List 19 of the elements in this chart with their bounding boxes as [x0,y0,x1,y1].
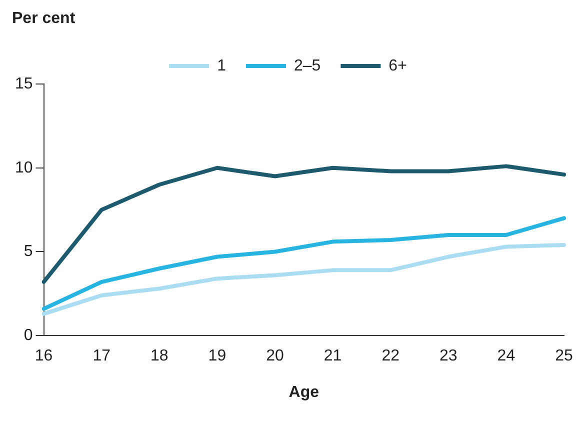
x-tick-label: 20 [266,348,284,365]
y-tick-label: 10 [15,159,33,176]
x-tick-label: 19 [208,348,226,365]
x-tick-label: 23 [440,348,458,365]
legend-label: 1 [217,57,226,74]
y-tick-label: 5 [24,243,33,260]
x-axis-title: Age [288,384,320,401]
y-tick-label: 0 [24,327,33,344]
x-tick-label: 16 [34,348,53,365]
x-tick-label: 17 [92,348,111,365]
legend-label: 6+ [388,57,407,74]
x-tick-label: 24 [497,348,516,365]
x-tick-label: 21 [324,348,342,365]
y-axis-title: Per cent [12,10,76,28]
x-tick-label: 22 [382,348,400,365]
legend-label: 2–5 [294,57,321,74]
x-tick-label: 25 [555,348,573,365]
x-tick-label: 18 [150,348,168,365]
y-tick-label: 15 [15,75,33,92]
